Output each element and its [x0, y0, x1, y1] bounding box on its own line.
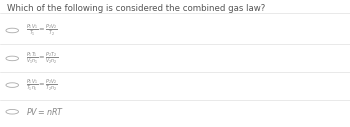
Text: $\frac{P_1T_1}{V_1n_1} = \frac{P_2T_2}{V_2n_2}$: $\frac{P_1T_1}{V_1n_1} = \frac{P_2T_2}{V… [26, 51, 58, 66]
Text: $\frac{P_1V_1}{T_1} = \frac{P_2V_2}{T_2}$: $\frac{P_1V_1}{T_1} = \frac{P_2V_2}{T_2}… [26, 23, 58, 38]
Text: $\frac{P_1V_1}{T_1n_1} = \frac{P_2V_2}{T_2n_2}$: $\frac{P_1V_1}{T_1n_1} = \frac{P_2V_2}{T… [26, 77, 58, 93]
Text: Which of the following is considered the combined gas law?: Which of the following is considered the… [7, 4, 265, 13]
Text: $PV = nRT$: $PV = nRT$ [26, 106, 64, 117]
